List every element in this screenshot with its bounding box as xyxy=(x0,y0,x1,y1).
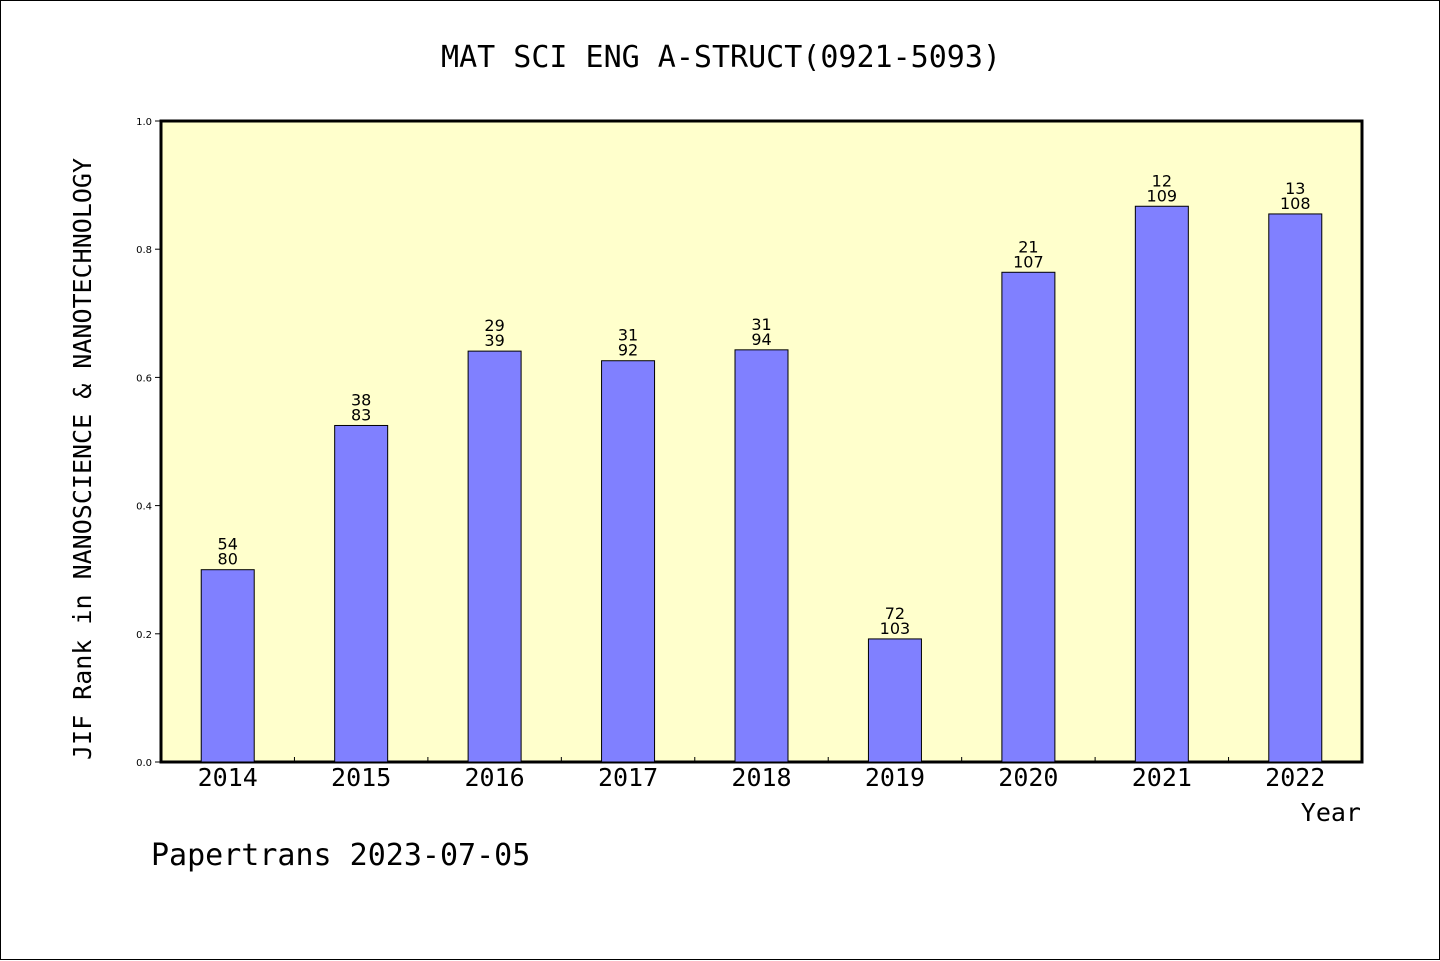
bar-2018 xyxy=(734,349,789,763)
bar-rank-label-2020: 21 xyxy=(1018,237,1038,256)
bar-2017 xyxy=(601,360,656,763)
bar-2020 xyxy=(1001,271,1056,763)
footer-credit: Papertrans 2023-07-05 xyxy=(151,838,530,873)
y-tick-label: 1.0 xyxy=(136,117,152,128)
bar-2016 xyxy=(467,350,522,763)
x-axis-ticks: 2014 2015 2016 2017 2018 2019 2020 2021 2022 xyxy=(198,757,1325,792)
x-tick-label-2019: 2019 xyxy=(865,763,925,792)
bar-rank-label-2018: 31 xyxy=(751,315,771,334)
y-tick-label: 0.2 xyxy=(136,630,152,641)
y-axis-ticks: 0.0 0.2 0.4 0.6 0.8 1.0 xyxy=(136,117,161,769)
bar-rank-label-2021: 12 xyxy=(1152,171,1172,190)
bar-rank-label-2017: 31 xyxy=(618,326,638,345)
bar-total-label-2015: 83 xyxy=(351,405,371,424)
bar-total-label-2022: 108 xyxy=(1280,194,1311,213)
x-tick-label-2021: 2021 xyxy=(1132,763,1192,792)
bar-total-label-2018: 94 xyxy=(751,330,771,349)
bar-total-label-2016: 39 xyxy=(484,331,504,350)
y-tick-label: 0.4 xyxy=(136,502,152,513)
bar-total-label-2017: 92 xyxy=(618,341,638,360)
bar-rank-label-2016: 29 xyxy=(484,316,504,335)
y-tick-label: 0.6 xyxy=(136,373,152,384)
bar-total-label-2014: 80 xyxy=(218,550,238,569)
y-axis-label: JIF Rank in NANOSCIENCE & NANOTECHNOLOGY xyxy=(68,158,97,760)
bar-2022 xyxy=(1268,213,1323,763)
bar-rank-label-2015: 38 xyxy=(351,390,371,409)
bar-2015 xyxy=(334,424,389,763)
x-tick-label-2017: 2017 xyxy=(598,763,658,792)
y-tick-label: 0.8 xyxy=(136,245,152,256)
y-tick-label: 0.0 xyxy=(136,758,152,769)
x-tick-label-2014: 2014 xyxy=(198,763,258,792)
x-tick-label-2020: 2020 xyxy=(998,763,1058,792)
bar-rank-label-2022: 13 xyxy=(1285,179,1305,198)
x-tick-label-2016: 2016 xyxy=(465,763,525,792)
bar-rank-label-2014: 54 xyxy=(218,535,238,554)
x-tick-label-2018: 2018 xyxy=(731,763,791,792)
bar-total-label-2020: 107 xyxy=(1013,252,1044,271)
x-axis-label: Year xyxy=(1301,798,1361,827)
chart-title: MAT SCI ENG A-STRUCT(0921-5093) xyxy=(441,40,1001,75)
bars-group xyxy=(200,205,1323,763)
x-tick-label-2015: 2015 xyxy=(331,763,391,792)
bar-total-label-2021: 109 xyxy=(1147,186,1178,205)
bar-2014 xyxy=(200,569,255,763)
bar-rank-label-2019: 72 xyxy=(885,604,905,623)
bar-2021 xyxy=(1134,205,1189,763)
bar-total-label-2019: 103 xyxy=(880,619,911,638)
x-tick-label-2022: 2022 xyxy=(1265,763,1325,792)
bar-2019 xyxy=(867,638,922,763)
